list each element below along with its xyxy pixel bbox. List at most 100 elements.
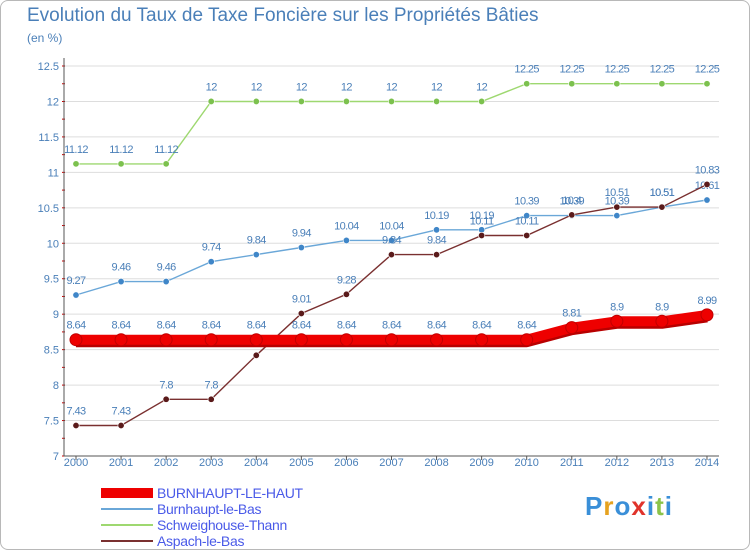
data-point xyxy=(613,203,621,211)
data-point xyxy=(613,80,621,88)
data-point xyxy=(387,251,395,259)
logo-letter: x xyxy=(631,491,647,521)
data-point xyxy=(294,333,308,347)
data-label: 12.25 xyxy=(695,64,720,76)
data-label: 10.39 xyxy=(605,196,630,208)
data-label: 9.94 xyxy=(292,228,311,240)
data-label: 10.83 xyxy=(695,164,720,176)
data-point xyxy=(478,97,486,105)
data-label: 9.46 xyxy=(112,262,131,274)
x-tick-label: 2014 xyxy=(695,457,719,469)
y-tick-label: 7 xyxy=(53,451,59,463)
data-point xyxy=(568,211,576,219)
data-point xyxy=(117,422,125,430)
data-point xyxy=(204,333,218,347)
y-tick-label: 10 xyxy=(47,238,59,250)
data-label: 10.4 xyxy=(562,195,581,207)
logo-letter: P xyxy=(585,491,604,521)
data-point xyxy=(297,97,305,105)
legend-label: Schweighouse-Thann xyxy=(157,517,288,533)
data-point xyxy=(703,80,711,88)
data-point xyxy=(475,333,489,347)
logo-letter: i xyxy=(646,491,656,521)
data-label: 10.51 xyxy=(650,187,675,199)
data-point xyxy=(252,351,260,359)
data-label: 12 xyxy=(251,81,263,93)
data-label: 8.64 xyxy=(427,320,446,332)
data-point xyxy=(69,333,83,347)
data-label: 8.64 xyxy=(337,320,356,332)
legend-label: Burnhaupt-le-Bas xyxy=(157,501,262,517)
x-tick-label: 2008 xyxy=(424,457,448,469)
data-label: 12 xyxy=(476,81,488,93)
legend: BURNHAUPT-LE-HAUT Burnhaupt-le-Bas Schwe… xyxy=(101,485,303,549)
x-tick-label: 2009 xyxy=(469,457,493,469)
data-label: 7.8 xyxy=(159,379,173,391)
data-label: 9.84 xyxy=(247,235,266,247)
data-label: 8.64 xyxy=(66,320,85,332)
data-label: 10.04 xyxy=(379,220,404,232)
data-label: 7.43 xyxy=(112,406,131,418)
data-label: 12 xyxy=(341,81,353,93)
data-label: 8.64 xyxy=(517,320,536,332)
x-tick-label: 2000 xyxy=(64,457,88,469)
x-tick-label: 2011 xyxy=(560,457,584,469)
data-label: 8.64 xyxy=(292,320,311,332)
data-label: 8.64 xyxy=(112,320,131,332)
x-tick-label: 2013 xyxy=(650,457,674,469)
data-point xyxy=(297,309,305,317)
logo-letter: t xyxy=(655,491,665,521)
data-label: 8.64 xyxy=(382,320,401,332)
y-tick-label: 10.5 xyxy=(38,203,59,215)
x-tick-label: 2002 xyxy=(154,457,178,469)
chart-title: Evolution du Taux de Taxe Foncière sur l… xyxy=(27,5,539,26)
data-point xyxy=(342,97,350,105)
y-tick-label: 7.5 xyxy=(44,416,59,428)
data-label: 7.43 xyxy=(66,406,85,418)
data-point xyxy=(433,97,441,105)
data-label: 10.51 xyxy=(605,187,630,199)
data-label: 8.64 xyxy=(202,320,221,332)
data-label: 8.99 xyxy=(697,295,716,307)
data-label: 11.12 xyxy=(109,144,133,156)
data-label: 10.11 xyxy=(515,215,539,227)
data-point xyxy=(297,244,305,252)
data-point xyxy=(430,333,444,347)
legend-item: BURNHAUPT-LE-HAUT xyxy=(101,485,303,501)
data-point xyxy=(252,97,260,105)
y-tick-label: 8 xyxy=(53,380,59,392)
data-label: 11.12 xyxy=(64,144,88,156)
data-point xyxy=(162,160,170,168)
legend-item: Aspach-le-Bas xyxy=(101,533,303,549)
proxiti-logo: Proxiti xyxy=(585,491,673,522)
data-point xyxy=(339,333,353,347)
data-label: 12.25 xyxy=(605,64,630,76)
data-label: 10.39 xyxy=(514,196,539,208)
data-label: 9.28 xyxy=(337,274,356,286)
data-point xyxy=(433,226,441,234)
logo-letter: r xyxy=(603,491,615,521)
data-point xyxy=(342,236,350,244)
data-point xyxy=(433,251,441,259)
legend-swatch xyxy=(101,524,153,526)
data-label: 12 xyxy=(431,81,443,93)
logo-letter: o xyxy=(614,491,632,521)
y-tick-label: 8.5 xyxy=(44,345,59,357)
data-label: 9.74 xyxy=(202,242,221,254)
x-tick-label: 2001 xyxy=(109,457,133,469)
data-point xyxy=(520,333,534,347)
data-label: 10.04 xyxy=(334,220,359,232)
data-label: 10.39 xyxy=(560,196,585,208)
data-label: 9.84 xyxy=(427,235,446,247)
data-point xyxy=(523,80,531,88)
data-label: 12.25 xyxy=(560,64,585,76)
legend-label: BURNHAUPT-LE-HAUT xyxy=(157,485,303,501)
data-point xyxy=(523,212,531,220)
data-label: 12.25 xyxy=(650,64,675,76)
data-label: 10.11 xyxy=(470,215,494,227)
data-label: 10.19 xyxy=(424,210,449,222)
y-tick-label: 9.5 xyxy=(44,274,59,286)
data-point xyxy=(72,422,80,430)
legend-swatch xyxy=(101,488,153,498)
